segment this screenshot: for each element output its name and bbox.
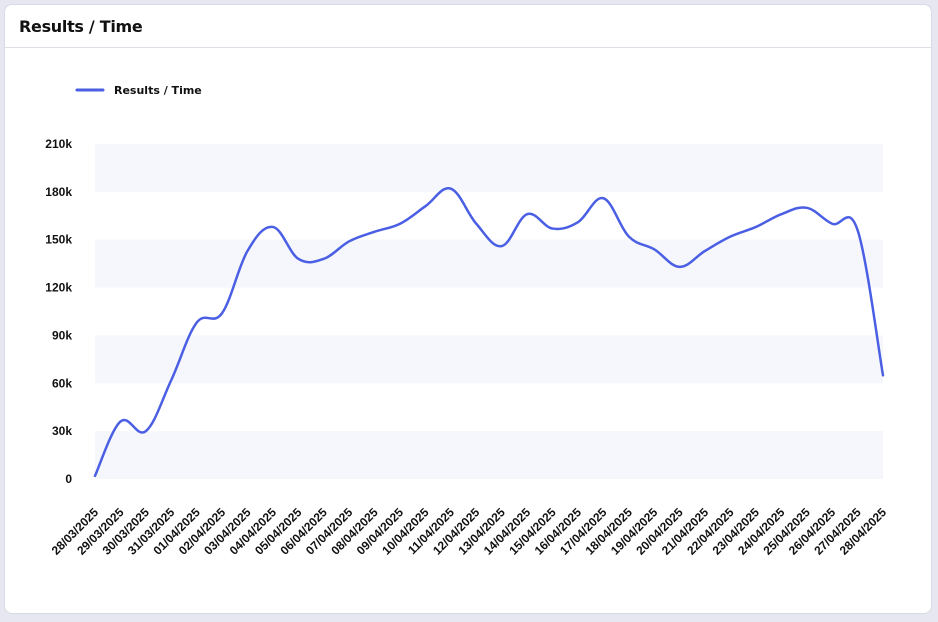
data-point: [754, 225, 758, 229]
data-point: [449, 187, 453, 191]
data-point: [93, 474, 97, 478]
line-chart: 030k60k90k120k150k180k210k28/03/202529/0…: [45, 84, 889, 558]
y-tick-label: 210k: [45, 137, 72, 151]
data-point: [779, 212, 783, 216]
data-point: [881, 373, 885, 377]
data-point: [423, 204, 427, 208]
y-tick-label: 90k: [52, 328, 72, 342]
y-tick-label: 0: [65, 472, 72, 486]
data-point: [195, 321, 199, 325]
data-point: [220, 311, 224, 315]
data-point: [805, 206, 809, 210]
series-line: [93, 187, 885, 478]
data-point: [169, 378, 173, 382]
y-tick-label: 120k: [45, 281, 72, 295]
grid-band: [95, 239, 883, 288]
data-point: [703, 249, 707, 253]
legend-label: Results / Time: [114, 84, 202, 97]
data-point: [271, 225, 275, 229]
grid-band: [95, 431, 883, 479]
grid-band: [95, 144, 883, 192]
chart-card: Results / Time 0 30k 60k 90k 120k 150k 180k 210…: [4, 4, 932, 614]
data-point: [652, 247, 656, 251]
data-point: [118, 420, 122, 424]
data-point: [830, 222, 834, 226]
data-point: [373, 230, 377, 234]
card-header: Results / Time: [5, 5, 931, 48]
data-point: [347, 239, 351, 243]
data-point: [474, 222, 478, 226]
data-point: [627, 235, 631, 239]
grid-band: [95, 335, 883, 384]
data-point: [144, 429, 148, 433]
data-point: [678, 265, 682, 269]
data-point: [601, 196, 605, 200]
data-point: [322, 257, 326, 261]
data-point: [728, 235, 732, 239]
data-point: [296, 257, 300, 261]
data-point: [246, 249, 250, 253]
y-tick-label: 30k: [52, 424, 72, 438]
data-point: [856, 228, 860, 232]
y-tick-label: 60k: [52, 376, 72, 390]
data-point: [576, 220, 580, 224]
y-tick-label: 150k: [45, 233, 72, 247]
data-point: [525, 212, 529, 216]
y-tick-label: 180k: [45, 185, 72, 199]
data-point: [500, 244, 504, 248]
data-point: [398, 222, 402, 226]
card-title: Results / Time: [19, 16, 143, 36]
data-point: [551, 227, 555, 231]
